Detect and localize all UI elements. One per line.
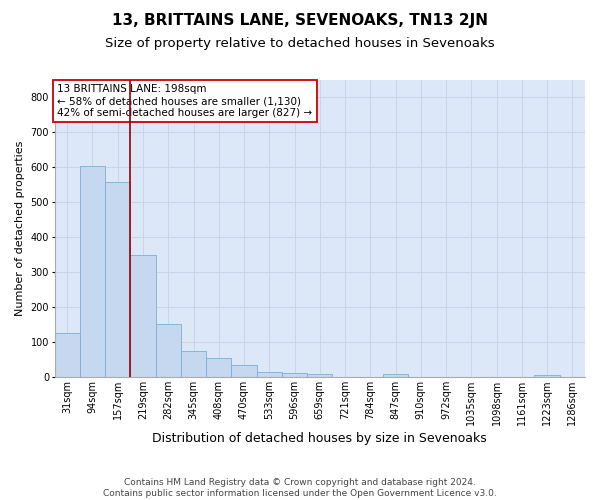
Text: 13, BRITTAINS LANE, SEVENOAKS, TN13 2JN: 13, BRITTAINS LANE, SEVENOAKS, TN13 2JN (112, 12, 488, 28)
Bar (282, 372, 307, 377)
Bar (80, 166, 105, 377)
Text: Size of property relative to detached houses in Sevenoaks: Size of property relative to detached ho… (105, 38, 495, 51)
Text: Contains HM Land Registry data © Crown copyright and database right 2024.
Contai: Contains HM Land Registry data © Crown c… (103, 478, 497, 498)
Bar (535, 375, 560, 377)
X-axis label: Distribution of detached houses by size in Sevenoaks: Distribution of detached houses by size … (152, 432, 487, 445)
Bar (130, 256, 155, 377)
Bar (55, 333, 80, 377)
Bar (383, 374, 408, 377)
Bar (232, 366, 257, 377)
Bar (206, 358, 232, 377)
Bar (257, 372, 282, 377)
Bar (181, 350, 206, 377)
Text: 13 BRITTAINS LANE: 198sqm
← 58% of detached houses are smaller (1,130)
42% of se: 13 BRITTAINS LANE: 198sqm ← 58% of detac… (57, 84, 313, 117)
Y-axis label: Number of detached properties: Number of detached properties (15, 140, 25, 316)
Bar (155, 324, 181, 377)
Bar (307, 374, 332, 377)
Bar (105, 182, 130, 377)
